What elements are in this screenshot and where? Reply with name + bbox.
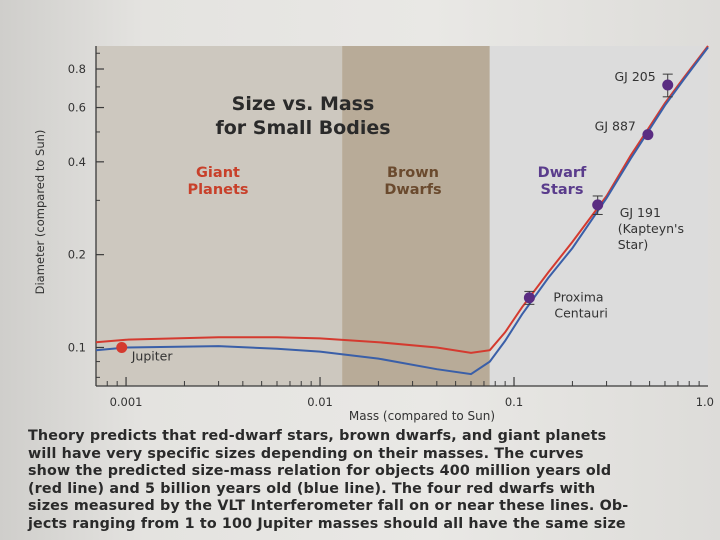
data-point-label: GJ 887: [595, 119, 636, 134]
data-point-label: (Kapteyn's: [618, 221, 684, 236]
y-axis-title: Diameter (compared to Sun): [33, 130, 47, 295]
data-point: [592, 199, 604, 211]
series-line-5-billion-years: [95, 46, 709, 376]
x-tick-label: 1.0: [696, 395, 714, 409]
region-label: Dwarfs: [384, 182, 441, 198]
caption: Theory predicts that red-dwarf stars, br…: [28, 428, 718, 534]
data-point: [523, 292, 535, 304]
region-giant-planets: [96, 46, 343, 386]
caption-line: will have very specific sizes depending …: [28, 445, 584, 462]
data-point: [662, 79, 674, 91]
region-dwarf-stars: [489, 46, 708, 386]
region-brown-dwarfs: [342, 46, 490, 386]
x-tick-label: 0.01: [307, 395, 333, 409]
caption-line: jects ranging from 1 to 100 Jupiter mass…: [28, 515, 626, 532]
x-tick-label: 0.1: [505, 395, 523, 409]
region-label: Stars: [541, 182, 584, 198]
data-point-label: GJ 191: [620, 205, 661, 220]
data-point-label: Jupiter: [131, 348, 174, 363]
x-axis-title: Mass (compared to Sun): [349, 409, 495, 423]
series-line-400-million-years: [95, 45, 709, 354]
y-tick-label: 0.4: [68, 155, 86, 169]
caption-line: (red line) and 5 billion years old (blue…: [28, 480, 596, 497]
data-point-label: GJ 205: [615, 69, 656, 84]
y-tick-label: 0.1: [68, 340, 86, 354]
region-label: Dwarf: [538, 165, 587, 181]
region-label: Planets: [187, 182, 248, 198]
chart-title: for Small Bodies: [215, 117, 390, 139]
y-tick-label: 0.8: [68, 62, 86, 76]
data-point-label: Proxima: [553, 290, 603, 305]
chart: 0.1 0.2 0.4 0.6 0.8 0.001 0.01 0.1 1.0 Mass (comp…: [33, 45, 714, 423]
caption-line: Theory predicts that red-dwarf stars, br…: [28, 428, 607, 444]
region-label: Giant: [196, 165, 240, 181]
caption-line: sizes measured by the VLT Interferometer…: [28, 498, 629, 515]
data-point-label: Star): [618, 237, 649, 252]
y-tick-label: 0.6: [68, 101, 86, 115]
x-tick-label: 0.001: [110, 395, 143, 409]
data-point-label: Centauri: [554, 306, 607, 321]
data-point: [116, 341, 128, 353]
data-point: [642, 129, 654, 141]
chart-title: Size vs. Mass: [232, 93, 375, 115]
y-tick-label: 0.2: [68, 248, 86, 262]
caption-line: show the predicted size-mass relation fo…: [28, 463, 612, 480]
region-label: Brown: [387, 165, 439, 181]
